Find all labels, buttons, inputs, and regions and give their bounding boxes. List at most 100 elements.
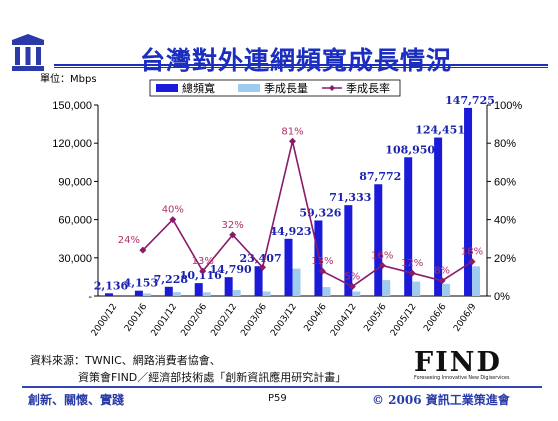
- growth-rate-point: [139, 246, 147, 254]
- x-category-label: 2005/6: [362, 302, 389, 334]
- growth-rate-point: [259, 263, 267, 271]
- growth-rate-label: 12%: [401, 258, 423, 269]
- page-title: 台灣對外連網頻寬成長情況: [140, 46, 453, 75]
- find-logo: FIND Foreseeing Innovative New Digiservi…: [414, 347, 510, 381]
- title-divider: [54, 64, 548, 66]
- x-category-label: 2004/12: [329, 302, 359, 338]
- y2-tick-label: 0%: [494, 291, 510, 303]
- quarterly-growth-bar: [472, 266, 481, 296]
- quarterly-growth-bar: [292, 268, 301, 296]
- legend-label-rate: 季成長率: [346, 81, 390, 95]
- growth-rate-point: [348, 282, 356, 290]
- total-bandwidth-bar: [344, 205, 353, 296]
- quarterly-growth-bar: [262, 291, 271, 296]
- total-bandwidth-label: 124,451: [415, 124, 465, 137]
- x-category-label: 2003/12: [269, 302, 299, 338]
- growth-rate-line: [142, 141, 473, 288]
- total-bandwidth-bar: [284, 238, 293, 296]
- y-tick-label: 30,000: [58, 253, 92, 265]
- growth-rate-point: [199, 267, 207, 275]
- quarterly-growth-bar: [412, 281, 421, 296]
- footer-slogan: 創新、關懷、實踐: [28, 393, 125, 407]
- total-bandwidth-bar: [404, 157, 413, 296]
- growth-rate-point: [468, 258, 476, 266]
- source-note: 資料來源：TWNIC、網路消費者協會、 資策會FIND／經濟部技術處「創新資訊應…: [30, 352, 346, 386]
- quarterly-growth-bar: [142, 293, 151, 296]
- total-bandwidth-bar: [134, 290, 143, 296]
- unit-label: 單位：Mbps: [40, 72, 97, 85]
- y2-tick-label: 40%: [494, 215, 516, 227]
- total-bandwidth-label: 108,950: [385, 143, 435, 156]
- total-bandwidth-bar: [104, 293, 113, 296]
- growth-rate-label: 16%: [371, 250, 393, 261]
- x-category-label: 2002/06: [180, 302, 210, 339]
- find-logo-tagline: Foreseeing Innovative New Digiservices: [414, 375, 510, 381]
- growth-rate-label: 40%: [162, 205, 184, 216]
- y-tick-label: 90,000: [58, 176, 92, 188]
- total-bandwidth-bar: [314, 220, 323, 296]
- quarterly-growth-bar: [232, 290, 241, 296]
- y-tick-label: 60,000: [58, 215, 92, 227]
- legend-label-growth: 季成長量: [264, 82, 308, 95]
- title-divider-thin: [54, 67, 548, 68]
- legend-label-total: 總頻寬: [182, 81, 215, 95]
- growth-rate-point: [289, 137, 296, 145]
- total-bandwidth-bar: [374, 184, 383, 296]
- growth-rate-point: [408, 269, 416, 277]
- legend-marker-rate: [329, 85, 335, 91]
- growth-rate-label: 8%: [434, 266, 450, 277]
- total-bandwidth-label: 14,790: [210, 263, 252, 276]
- total-bandwidth-bar: [464, 107, 473, 296]
- quarterly-growth-bar: [382, 280, 391, 296]
- total-bandwidth-label: 59,326: [299, 206, 341, 219]
- total-bandwidth-bar: [194, 283, 203, 296]
- growth-rate-label: 24%: [118, 235, 140, 246]
- quarterly-growth-bar: [352, 291, 361, 296]
- y-tick-label: -: [88, 291, 92, 303]
- y-tick-label: 120,000: [52, 138, 92, 150]
- quarterly-growth-bar: [322, 287, 331, 296]
- total-bandwidth-bar: [434, 137, 443, 296]
- growth-rate-point: [378, 261, 386, 269]
- growth-rate-label: 13%: [192, 256, 214, 267]
- source-line-2: 資策會FIND／經濟部技術處「創新資訊應用研究計畫」: [78, 371, 347, 384]
- total-bandwidth-bar: [254, 266, 263, 296]
- y-tick-label: 150,000: [52, 100, 92, 112]
- footer-divider: [22, 386, 542, 388]
- growth-rate-point: [169, 216, 177, 224]
- growth-rate-point: [438, 277, 446, 285]
- y2-tick-label: 60%: [494, 176, 516, 188]
- source-line-1: 資料來源：TWNIC、網路消費者協會、: [30, 354, 221, 367]
- quarterly-growth-bar: [172, 292, 181, 296]
- x-category-label: 2001/12: [150, 302, 180, 338]
- footer-copyright: © 2006 資訊工業策進會: [372, 393, 510, 407]
- y2-tick-label: 80%: [494, 138, 516, 150]
- y2-tick-label: 100%: [494, 100, 522, 112]
- institute-logo-icon: [12, 34, 44, 71]
- x-category-label: 2001/6: [123, 302, 150, 334]
- header: 台灣對外連網頻寬成長情況: [0, 14, 558, 75]
- growth-rate-label: 5%: [344, 271, 360, 282]
- bandwidth-chart: 單位：Mbps 總頻寬 季成長量 季成長率 - 30,000 60,000 90,000 1…: [40, 72, 522, 338]
- total-bandwidth-bar: [224, 277, 233, 296]
- find-logo-word: FIND: [414, 347, 502, 378]
- total-bandwidth-bar: [164, 286, 173, 296]
- total-bandwidth-label: 44,923: [269, 225, 311, 238]
- legend-swatch-growth: [238, 84, 260, 92]
- page-number: P59: [268, 393, 287, 404]
- total-bandwidth-label: 87,772: [359, 170, 401, 183]
- growth-rate-label: 13%: [311, 256, 333, 267]
- growth-rate-label: 32%: [222, 220, 244, 231]
- x-category-label: 2004/6: [303, 302, 330, 334]
- quarterly-growth-bar: [202, 292, 211, 296]
- x-category-label: 2002/12: [209, 302, 239, 338]
- chart-legend: 總頻寬 季成長量 季成長率: [149, 79, 401, 97]
- x-category-label: 2005/12: [389, 302, 419, 338]
- x-category-label: 2006/6: [422, 302, 449, 334]
- growth-rate-label: 81%: [281, 126, 303, 137]
- x-category-label: 2003/06: [239, 302, 269, 339]
- total-bandwidth-label: 4,153: [124, 277, 158, 290]
- plot-area: - 30,000 60,000 90,000 120,000 150,000 0% 20% 40…: [52, 94, 522, 338]
- x-category-label: 2006/9: [452, 302, 479, 334]
- growth-rate-label: 18%: [461, 247, 483, 258]
